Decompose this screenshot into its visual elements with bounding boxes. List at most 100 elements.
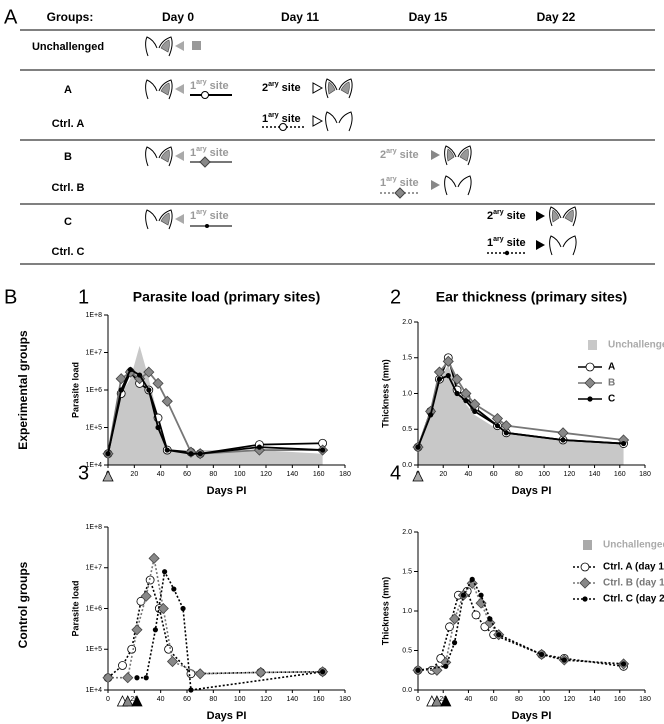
marker	[320, 669, 326, 675]
x-tick-label: 160	[614, 471, 626, 478]
group-label: B	[64, 151, 72, 163]
y-tick-label: 2.0	[402, 529, 412, 536]
x-axis-label: Days PI	[512, 485, 552, 497]
site-number: 1	[190, 147, 196, 159]
x-tick-label: 120	[260, 696, 272, 703]
y-tick-label: 1.5	[402, 568, 412, 575]
marker	[152, 627, 158, 633]
marker	[469, 576, 475, 583]
y-tick-label: 1E+5	[85, 646, 102, 653]
site-number: 2	[262, 82, 268, 94]
site-number: 1	[262, 113, 268, 125]
marker	[164, 447, 170, 453]
y-tick-label: 1.0	[402, 390, 412, 397]
x-tick-label: 180	[639, 696, 651, 703]
marker	[428, 412, 434, 418]
marker	[166, 655, 179, 668]
symbol-marker	[279, 123, 287, 131]
y-tick-label: 1E+5	[85, 424, 102, 431]
marker	[146, 387, 152, 393]
marker	[171, 586, 177, 592]
y-tick-label: 1E+8	[85, 312, 102, 319]
mouse-icon	[444, 175, 472, 196]
area	[418, 364, 624, 465]
unchallenged-symbol	[192, 41, 201, 50]
challenge-marker	[122, 695, 134, 707]
marker	[131, 624, 143, 636]
marker	[127, 644, 137, 654]
site-word: site	[210, 80, 229, 92]
marker	[197, 451, 203, 457]
legend-marker	[579, 577, 591, 589]
marker	[451, 639, 458, 646]
x-tick-label: 100	[234, 696, 246, 703]
x-tick-label: 0	[106, 696, 110, 703]
marker	[487, 616, 493, 622]
marker	[449, 613, 461, 625]
line	[107, 577, 323, 679]
marker	[162, 569, 168, 575]
challenge-marker	[440, 695, 452, 707]
y-tick-label: 1E+7	[85, 349, 102, 356]
marker	[122, 672, 134, 684]
marker	[194, 668, 206, 680]
panel-label: B	[4, 286, 17, 308]
marker	[415, 667, 421, 673]
group-label: Ctrl. B	[52, 182, 85, 194]
site-label: 1ary site	[190, 146, 229, 159]
area	[108, 345, 323, 465]
marker	[494, 423, 501, 429]
schematic: A Groups: Day 0 Day 11 Day 15 Day 22 Unc…	[4, 6, 655, 265]
marker	[478, 592, 484, 598]
y-axis-label: Parasite load	[70, 362, 80, 418]
site-suffix: ary	[268, 112, 279, 119]
subpanel-number: 3	[78, 462, 89, 484]
x-tick-label: 180	[339, 471, 351, 478]
legend-swatch	[588, 340, 597, 350]
y-tick-label: 1.0	[402, 608, 412, 615]
site-suffix: ary	[493, 209, 504, 216]
marker	[560, 437, 566, 443]
marker	[484, 617, 496, 629]
y-tick-label: 1E+4	[85, 687, 102, 694]
site-word: site	[400, 149, 419, 161]
legend-marker	[584, 377, 596, 389]
x-tick-label: 120	[260, 471, 272, 478]
marker	[320, 447, 326, 453]
x-tick-label: 20	[439, 696, 447, 703]
site-suffix: ary	[493, 236, 504, 243]
chart-title: Ear thickness (primary sites)	[436, 289, 627, 305]
legend-label: Unchallenged	[608, 340, 664, 351]
x-tick-label: 160	[313, 696, 325, 703]
marker	[451, 373, 463, 385]
site-number: 1	[380, 177, 386, 189]
marker	[460, 592, 466, 598]
marker	[134, 675, 140, 681]
x-tick-label: 180	[639, 471, 651, 478]
legend-label: Ctrl. A (day 11)	[603, 562, 664, 573]
panel-label: A	[4, 6, 18, 28]
inoculation-arrow	[536, 211, 545, 221]
x-tick-label: 180	[339, 696, 351, 703]
group-label: A	[64, 84, 72, 96]
x-tick-label: 40	[465, 696, 473, 703]
x-tick-label: 40	[157, 471, 165, 478]
marker	[105, 451, 111, 457]
marker	[443, 663, 449, 669]
site-label: 1ary site	[380, 176, 419, 189]
x-tick-label: 20	[130, 471, 138, 478]
site-suffix: ary	[268, 81, 279, 88]
marker	[620, 661, 627, 667]
x-tick-label: 0	[416, 696, 420, 703]
row-label: Experimental groups	[16, 330, 30, 450]
legend-label: Ctrl. C (day 22)	[603, 594, 664, 605]
marker	[188, 451, 194, 457]
x-axis-label: Days PI	[512, 710, 552, 722]
y-axis-label: Thickness (mm)	[380, 359, 390, 428]
marker	[102, 672, 114, 684]
legend-marker	[582, 596, 588, 602]
legend-marker	[585, 362, 595, 372]
marker	[143, 366, 155, 378]
y-axis-label: Parasite load	[70, 580, 80, 636]
symbol-marker	[205, 224, 209, 228]
